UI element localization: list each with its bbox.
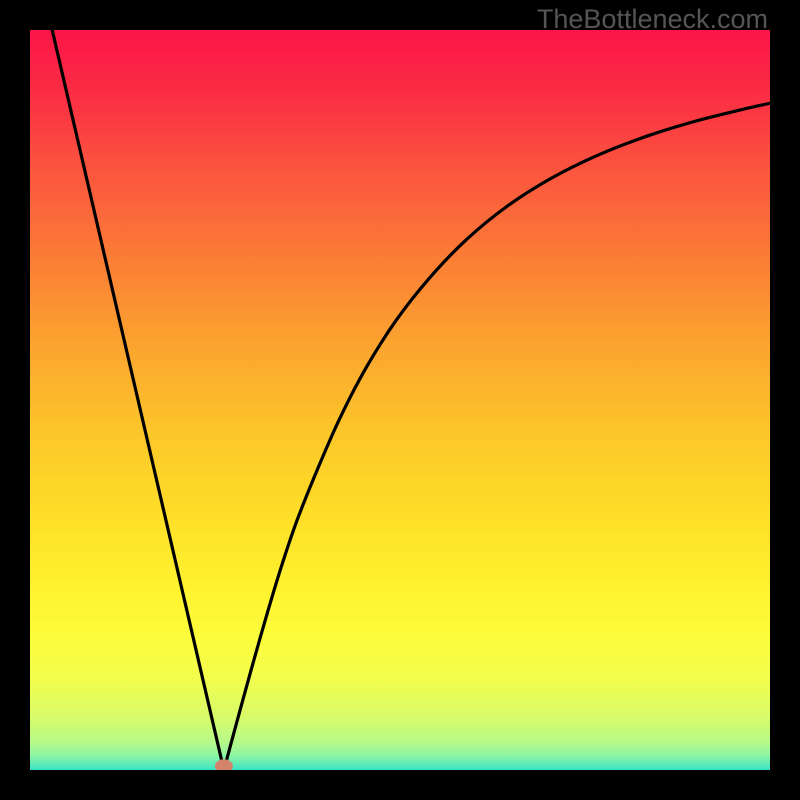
watermark-text: TheBottleneck.com [537, 4, 768, 35]
plot-area [30, 30, 770, 770]
outer-frame: TheBottleneck.com [0, 0, 800, 800]
optimum-marker [215, 759, 233, 770]
bottleneck-curve [30, 30, 770, 770]
